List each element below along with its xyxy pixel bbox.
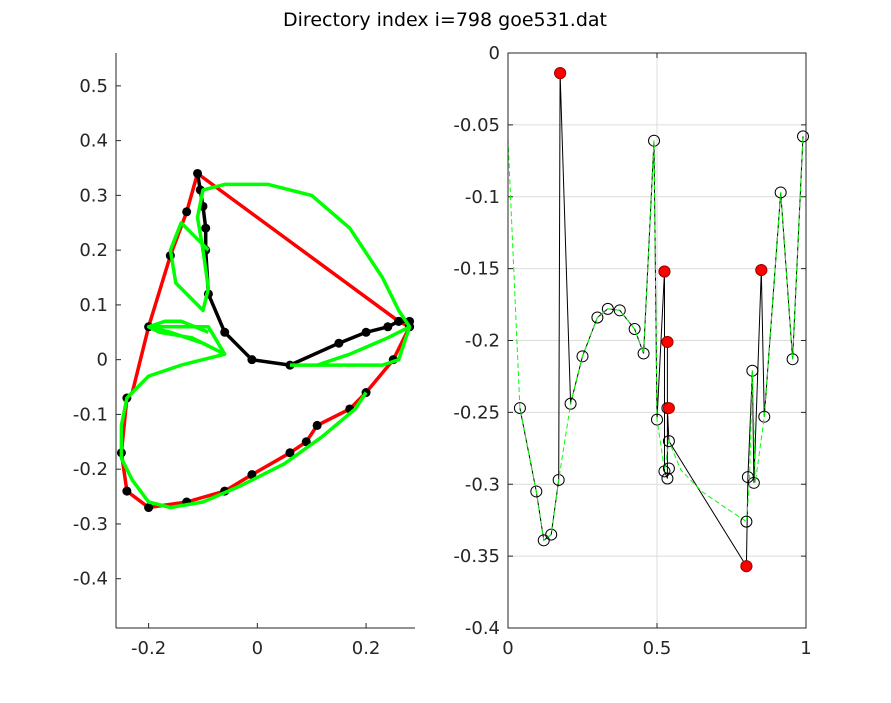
right-ytick-label: -0.1 [465, 187, 500, 208]
right-series-0-open-point [747, 476, 760, 489]
left-series-1-point [361, 327, 371, 337]
left-plot-series [116, 168, 415, 513]
left-series-2-point [301, 437, 311, 447]
right-series-0-open-point [758, 410, 771, 423]
left-series-6-green-curve [290, 325, 412, 367]
left-series-2-point [144, 503, 154, 513]
left-series-1-point [201, 223, 211, 233]
left-series-1-point [285, 360, 295, 370]
left-series-1-point [193, 168, 203, 178]
right-series-0-open-point [601, 302, 614, 315]
right-series-2-red-point [662, 402, 675, 415]
left-ytick-label: -0.2 [73, 459, 108, 480]
right-series-0-black-line [519, 73, 804, 568]
right-series-0-open-point [591, 311, 604, 324]
left-series-2-point [312, 420, 322, 430]
right-series-0-open-point [537, 534, 550, 547]
right-ytick-label: 0 [489, 43, 500, 64]
left-ytick-label: -0.4 [73, 569, 108, 590]
right-series-2-red-point [658, 265, 671, 278]
right-ytick-label: -0.2 [465, 331, 500, 352]
left-xtick-label: -0.2 [131, 638, 166, 659]
left-ytick-label: 0.2 [79, 240, 108, 261]
right-series-0-open-point [613, 304, 626, 317]
right-series-1-green-dashed [507, 136, 804, 542]
left-ytick-label: -0.1 [73, 404, 108, 425]
right-series-0-open-point [564, 397, 577, 410]
left-xtick-label: 0.2 [352, 638, 381, 659]
left-series-5-green-curve [119, 352, 368, 510]
left-ytick-label: 0.3 [79, 185, 108, 206]
left-series-1-point [334, 338, 344, 348]
right-plot-series [507, 67, 810, 573]
right-tick-labels: 0-0.05-0.1-0.15-0.2-0.25-0.3-0.35-0.40 0.… [453, 43, 811, 659]
left-tick-labels: 0.5 0.4 0.3 0.2 0.1 0 -0.1 -0.2 -0.3 -0.4 -0.2 0 0.2 [73, 76, 381, 659]
right-series-0-open-point [651, 413, 663, 426]
right-xtick-label: 0 [502, 638, 513, 659]
right-series-0-open-point [662, 435, 675, 448]
left-series-3-green-curve [168, 182, 412, 328]
left-series-2-point [394, 316, 404, 326]
left-series-2-point [247, 470, 257, 480]
right-series-0-open-point [513, 402, 526, 415]
right-series-0-open-point [552, 473, 565, 486]
right-ytick-label: -0.15 [453, 259, 500, 280]
left-plot: 0.5 0.4 0.3 0.2 0.1 0 -0.1 -0.2 -0.3 -0.4 -0.2 0 0.2 [73, 53, 415, 659]
left-ytick-label: 0.5 [79, 76, 108, 97]
left-series-1-point [220, 327, 230, 337]
left-series-1-point [383, 322, 393, 332]
left-ytick-label: -0.3 [73, 514, 108, 535]
right-series-2-red-point [554, 67, 567, 80]
right-series-0-open-point [545, 528, 558, 541]
figure-title: Directory index i=798 goe531.dat [283, 9, 607, 31]
left-ytick-label: 0.1 [79, 295, 108, 316]
left-ytick-label: 0 [97, 350, 108, 371]
right-ytick-label: -0.25 [453, 402, 500, 423]
right-xtick-label: 0.5 [643, 638, 672, 659]
right-ytick-label: -0.05 [453, 115, 500, 136]
right-series-0-open-point [576, 350, 589, 363]
right-series-2-red-point [755, 264, 768, 277]
left-series-4-green-curve [146, 319, 227, 356]
right-xtick-label: 1 [800, 638, 811, 659]
left-xtick-label: 0 [252, 638, 263, 659]
right-series-3-open-point [662, 462, 675, 475]
left-series-0-red-line [119, 171, 412, 510]
right-series-3-open-point [740, 515, 753, 528]
left-series-2-point [122, 486, 132, 496]
right-grid [507, 52, 807, 629]
right-series-2-red-point [740, 560, 753, 573]
right-series-0-open-point [661, 472, 674, 485]
right-ytick-label: -0.3 [465, 474, 500, 495]
right-plot-frame [507, 52, 807, 629]
right-series-0-open-point [530, 485, 543, 498]
left-series-2-point [182, 207, 192, 217]
right-series-0-open-point [628, 323, 641, 335]
left-series-1-point [247, 355, 257, 365]
left-series-2-point [285, 448, 295, 458]
right-ytick-label: -0.4 [465, 618, 500, 639]
right-series-2-red-point [661, 335, 674, 348]
right-ytick-label: -0.35 [453, 546, 500, 567]
left-ytick-label: 0.4 [79, 131, 108, 152]
right-plot: 0-0.05-0.1-0.15-0.2-0.25-0.3-0.35-0.40 0.… [453, 43, 811, 659]
